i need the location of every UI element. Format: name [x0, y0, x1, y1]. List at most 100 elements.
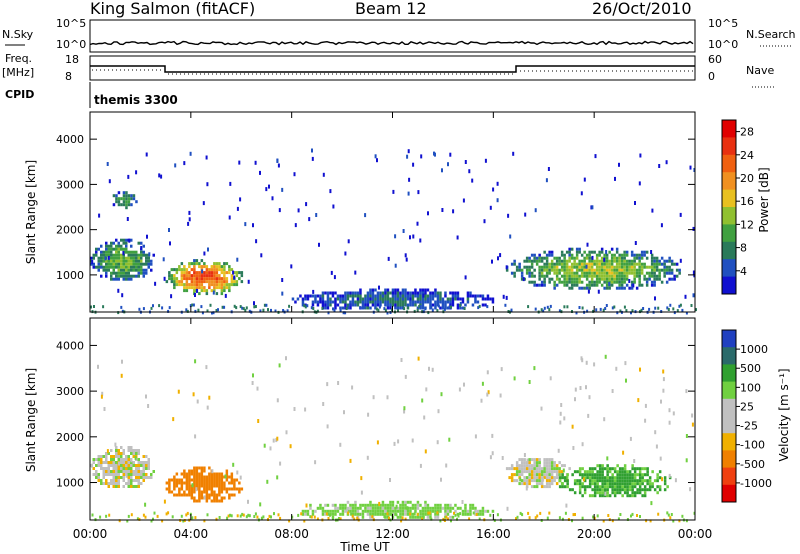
data-cell [618, 470, 622, 474]
data-cell [439, 509, 442, 513]
data-cell [633, 256, 636, 260]
data-cell [185, 308, 188, 312]
data-cell [105, 458, 108, 461]
data-cell [218, 490, 221, 494]
data-cell [147, 259, 150, 263]
data-cell [223, 271, 226, 275]
data-cell [145, 256, 148, 260]
data-cell [206, 182, 209, 187]
nsearch-tick-top: 10^5 [708, 17, 738, 30]
data-cell [361, 297, 365, 301]
data-cell [543, 256, 546, 260]
data-cell [364, 503, 367, 507]
data-cell [520, 467, 524, 471]
data-cell [127, 274, 130, 278]
data-cell [618, 277, 621, 281]
data-cell [501, 456, 504, 460]
data-cell [550, 458, 554, 462]
data-cell [115, 197, 118, 201]
data-cell [185, 513, 188, 517]
data-cell [339, 306, 342, 310]
data-cell [610, 253, 614, 257]
data-cell [185, 283, 189, 287]
data-cell [125, 482, 128, 485]
velocity-colorbar-label: Velocity [m s⁻¹] [777, 368, 791, 461]
data-cell [414, 503, 417, 507]
data-cell [183, 265, 186, 269]
data-cell [349, 458, 352, 463]
data-cell [638, 473, 642, 477]
data-cell [433, 151, 435, 156]
data-cell [173, 481, 176, 485]
data-cell [441, 300, 445, 304]
data-cell [112, 476, 115, 479]
data-cell [611, 467, 614, 471]
data-cell [364, 506, 367, 510]
data-cell [424, 300, 427, 304]
data-cell [575, 311, 578, 315]
data-cell [648, 277, 651, 281]
data-cell [581, 358, 584, 363]
data-cell [120, 470, 123, 473]
data-cell [646, 488, 649, 492]
data-cell [596, 473, 599, 477]
data-cell [548, 482, 551, 486]
data-cell [213, 481, 216, 485]
data-cell [606, 470, 609, 474]
data-cell [293, 407, 296, 411]
data-cell [384, 294, 387, 298]
data-cell [110, 244, 113, 248]
data-cell [548, 479, 551, 483]
data-cell [97, 265, 100, 269]
data-cell [220, 481, 224, 485]
data-cell [319, 300, 322, 304]
data-cell [254, 512, 257, 516]
data-cell [510, 476, 514, 480]
data-cell [419, 300, 422, 304]
data-cell [653, 271, 656, 275]
data-cell [513, 479, 516, 483]
data-cell [645, 519, 648, 523]
data-cell [568, 256, 571, 260]
data-cell [377, 308, 380, 312]
data-cell [315, 213, 318, 217]
data-cell [198, 475, 201, 479]
data-cell [347, 239, 350, 244]
data-cell [371, 512, 375, 516]
data-cell [573, 274, 576, 278]
data-cell [672, 519, 675, 523]
data-cell [630, 283, 634, 287]
data-cell [540, 308, 543, 312]
data-cell [449, 503, 452, 507]
data-cell [692, 293, 695, 298]
data-cell [334, 297, 337, 301]
data-cell [653, 280, 656, 284]
data-cell [568, 277, 571, 281]
data-cell [396, 300, 400, 304]
data-cell [100, 458, 103, 461]
data-cell [399, 297, 402, 301]
data-cell [130, 238, 133, 242]
data-cell [130, 452, 133, 455]
data-cell [416, 221, 419, 226]
data-cell [135, 268, 138, 272]
data-cell [92, 262, 95, 266]
data-cell [203, 469, 206, 473]
data-cell [590, 259, 594, 263]
data-cell [318, 242, 320, 247]
data-cell [238, 271, 241, 275]
data-cell [558, 467, 561, 471]
data-cell [668, 259, 671, 263]
data-cell [461, 297, 465, 301]
data-cell [200, 305, 203, 309]
data-cell [208, 283, 211, 287]
data-cell [535, 467, 539, 471]
data-cell [646, 482, 649, 486]
data-cell [381, 294, 385, 298]
data-cell [95, 473, 98, 476]
data-cell [515, 467, 519, 471]
data-cell [100, 394, 103, 399]
data-cell [598, 491, 602, 495]
data-cell [309, 294, 312, 298]
data-cell [115, 455, 118, 458]
